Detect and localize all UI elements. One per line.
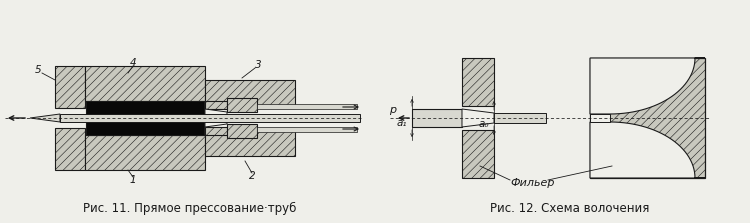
Polygon shape <box>85 66 205 101</box>
Polygon shape <box>86 101 204 135</box>
Polygon shape <box>205 80 295 108</box>
Polygon shape <box>227 98 257 112</box>
Polygon shape <box>205 127 227 135</box>
Polygon shape <box>590 58 705 178</box>
Polygon shape <box>205 128 295 156</box>
Polygon shape <box>462 109 494 127</box>
Polygon shape <box>590 58 705 114</box>
Text: Рис. 11. Прямое прессование·труб: Рис. 11. Прямое прессование·труб <box>83 202 297 215</box>
Text: 2: 2 <box>249 171 255 181</box>
Polygon shape <box>205 101 227 109</box>
Polygon shape <box>462 58 494 106</box>
Text: 3: 3 <box>255 60 261 70</box>
Text: 1: 1 <box>130 175 136 185</box>
Text: a₁: a₁ <box>397 118 407 128</box>
Polygon shape <box>85 135 205 170</box>
Text: p: p <box>389 105 397 115</box>
Polygon shape <box>257 127 357 132</box>
Polygon shape <box>494 113 546 123</box>
Polygon shape <box>412 109 462 127</box>
Polygon shape <box>590 114 610 122</box>
Text: Рис. 12. Схема волочения: Рис. 12. Схема волочения <box>490 202 650 215</box>
Polygon shape <box>30 114 60 122</box>
Polygon shape <box>590 122 705 178</box>
Text: 5: 5 <box>34 65 41 75</box>
Text: a₀: a₀ <box>478 119 489 129</box>
Polygon shape <box>55 66 85 108</box>
Polygon shape <box>257 104 357 109</box>
Polygon shape <box>462 130 494 178</box>
Text: Фильер: Фильер <box>510 178 554 188</box>
Polygon shape <box>60 114 360 122</box>
Polygon shape <box>227 124 257 138</box>
Text: 4: 4 <box>130 58 136 68</box>
Polygon shape <box>205 109 227 127</box>
Polygon shape <box>55 128 85 170</box>
